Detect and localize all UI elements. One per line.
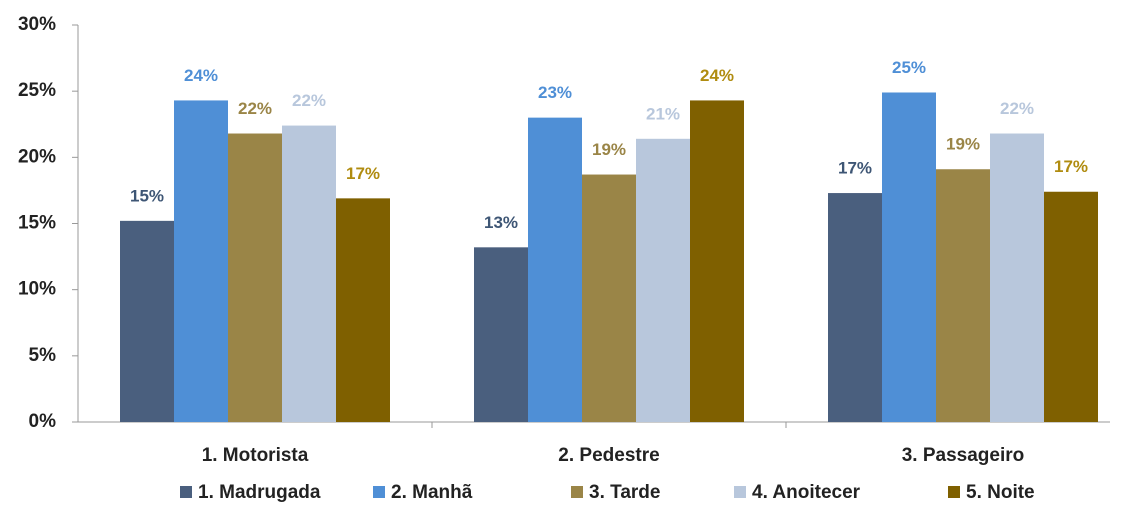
y-tick-label: 10%	[18, 279, 56, 300]
value-label: 13%	[484, 213, 518, 232]
legend-label: 5. Noite	[966, 482, 1035, 503]
bar	[690, 100, 744, 423]
value-label: 15%	[130, 186, 164, 205]
bar	[1044, 191, 1098, 422]
value-label: 17%	[346, 164, 380, 183]
legend-label: 2. Manhã	[391, 482, 473, 503]
value-label: 23%	[538, 83, 572, 102]
legend-label: 1. Madrugada	[198, 482, 321, 503]
value-label: 17%	[838, 159, 872, 178]
bar	[174, 100, 228, 423]
bar	[582, 174, 636, 422]
value-label: 24%	[700, 66, 734, 85]
y-tick-label: 0%	[29, 411, 57, 432]
value-label: 21%	[646, 104, 680, 123]
legend-label: 4. Anoitecer	[752, 482, 861, 503]
y-tick-label: 30%	[18, 14, 56, 35]
bar	[990, 133, 1044, 422]
value-label: 19%	[946, 135, 980, 154]
bar	[528, 117, 582, 422]
value-label: 24%	[184, 66, 218, 85]
value-label: 19%	[592, 140, 626, 159]
bar	[336, 198, 390, 422]
value-label: 22%	[1000, 99, 1034, 118]
legend-swatch	[948, 486, 960, 498]
legend-swatch	[373, 486, 385, 498]
x-tick-label: 1. Motorista	[202, 445, 309, 466]
legend-label: 3. Tarde	[589, 482, 660, 503]
legend-swatch	[571, 486, 583, 498]
bar	[120, 220, 174, 422]
bar	[474, 247, 528, 422]
x-tick-label: 3. Passageiro	[902, 445, 1025, 466]
y-tick-label: 15%	[18, 213, 56, 234]
bar	[936, 169, 990, 422]
y-tick-label: 20%	[18, 146, 56, 167]
value-label: 22%	[238, 99, 272, 118]
bar	[828, 193, 882, 422]
y-tick-label: 25%	[18, 80, 56, 101]
value-label: 22%	[292, 91, 326, 110]
legend-swatch	[734, 486, 746, 498]
bar	[282, 125, 336, 422]
bar	[228, 133, 282, 422]
bar	[882, 92, 936, 423]
value-label: 25%	[892, 58, 926, 77]
value-label: 17%	[1054, 157, 1088, 176]
bar	[636, 138, 690, 422]
y-tick-label: 5%	[29, 345, 57, 366]
x-tick-label: 2. Pedestre	[558, 445, 659, 466]
legend-swatch	[180, 486, 192, 498]
